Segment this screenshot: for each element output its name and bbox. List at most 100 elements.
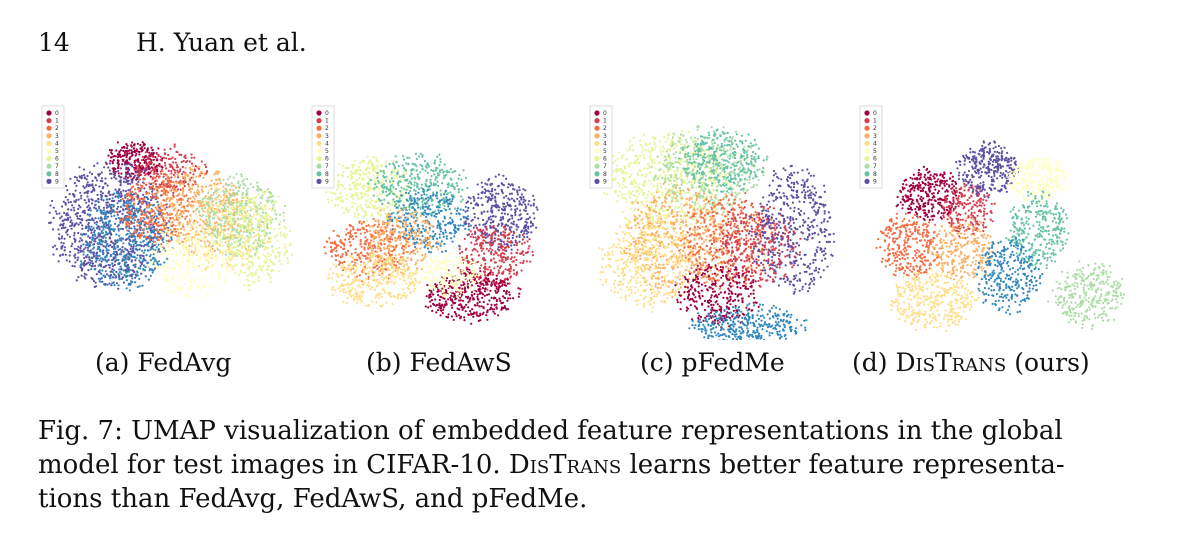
legend-marker-5 — [594, 148, 600, 154]
subcaption-d-suffix: (ours) — [1014, 348, 1090, 377]
scatter-points — [875, 140, 1125, 332]
legend-marker-8 — [594, 171, 600, 177]
legend-label-4: 4 — [325, 140, 329, 147]
legend-marker-4 — [864, 140, 870, 146]
legend-label-6: 6 — [55, 156, 59, 163]
legend-marker-7 — [864, 163, 870, 169]
legend-label-8: 8 — [873, 171, 877, 178]
legend-label-5: 5 — [603, 148, 607, 155]
legend-marker-9 — [316, 178, 322, 184]
scatter-points — [598, 124, 836, 340]
legend-label-7: 7 — [55, 163, 59, 170]
legend-box — [311, 105, 335, 189]
legend-marker-5 — [864, 148, 870, 154]
legend-label-7: 7 — [325, 163, 329, 170]
legend-marker-6 — [594, 156, 600, 162]
legend-label-1: 1 — [55, 118, 59, 125]
scatter-points — [48, 141, 293, 299]
legend-label-2: 2 — [55, 125, 59, 132]
legend-label-2: 2 — [325, 125, 329, 132]
subcaption-b-tag: (b) — [366, 348, 402, 377]
legend-label-8: 8 — [55, 171, 59, 178]
subcaption-c-tag: (c) — [640, 348, 674, 377]
legend-marker-3 — [594, 133, 600, 139]
legend-marker-6 — [316, 156, 322, 162]
legend-label-5: 5 — [325, 148, 329, 155]
legend-box — [859, 105, 883, 189]
subcaption-d: (d) DisTrans (ours) — [852, 348, 1090, 377]
legend-label-7: 7 — [873, 163, 877, 170]
subcaption-a-name: FedAvg — [137, 348, 232, 377]
legend-label-1: 1 — [325, 118, 329, 125]
figure-caption: Fig. 7: UMAP visualization of embedded f… — [38, 414, 1148, 516]
legend-label-8: 8 — [325, 171, 329, 178]
legend-marker-8 — [46, 171, 52, 177]
legend-marker-2 — [46, 125, 52, 131]
legend-marker-1 — [316, 118, 322, 124]
caption-line-1-text: UMAP visualization of embedded feature r… — [131, 416, 1063, 446]
legend-marker-2 — [316, 125, 322, 131]
legend-label-9: 9 — [873, 178, 877, 185]
legend-label-2: 2 — [603, 125, 607, 132]
legend-label-0: 0 — [325, 110, 329, 117]
subcaption-a: (a) FedAvg — [95, 348, 231, 377]
legend-marker-7 — [594, 163, 600, 169]
caption-label: Fig. 7: — [38, 416, 123, 446]
legend-marker-0 — [864, 110, 870, 116]
caption-method-name: DisTrans — [508, 450, 622, 480]
legend-marker-1 — [594, 118, 600, 124]
legend-marker-4 — [46, 140, 52, 146]
legend-marker-1 — [46, 118, 52, 124]
caption-line-3-text: tions than FedAvg, FedAwS, and pFedMe. — [38, 484, 588, 514]
legend-marker-5 — [46, 148, 52, 154]
subcaption-c-name: pFedMe — [681, 348, 785, 377]
legend-box — [41, 105, 65, 189]
legend-marker-2 — [864, 125, 870, 131]
legend-marker-6 — [864, 156, 870, 162]
legend-label-9: 9 — [325, 178, 329, 185]
legend-label-2: 2 — [873, 125, 877, 132]
legend-label-0: 0 — [873, 110, 877, 117]
legend-label-6: 6 — [873, 156, 877, 163]
legend-label-4: 4 — [873, 140, 877, 147]
caption-line-2-b: learns better feature representa- — [629, 450, 1065, 480]
legend-marker-0 — [46, 110, 52, 116]
legend-box — [589, 105, 613, 189]
legend-marker-7 — [46, 163, 52, 169]
legend-label-6: 6 — [603, 156, 607, 163]
page-number: 14 — [38, 28, 70, 57]
subcaption-b: (b) FedAwS — [366, 348, 512, 377]
legend-label-1: 1 — [603, 118, 607, 125]
subcaption-d-name: DisTrans — [895, 348, 1007, 377]
caption-line-1: Fig. 7: UMAP visualization of embedded f… — [38, 414, 1148, 448]
legend-label-1: 1 — [873, 118, 877, 125]
legend-marker-3 — [864, 133, 870, 139]
legend-label-5: 5 — [873, 148, 877, 155]
legend-label-9: 9 — [55, 178, 59, 185]
running-head: H. Yuan et al. — [136, 28, 307, 57]
legend-marker-0 — [594, 110, 600, 116]
caption-line-2-a: model for test images in CIFAR-10. — [38, 450, 501, 480]
legend-label-3: 3 — [603, 133, 607, 140]
legend-marker-9 — [864, 178, 870, 184]
caption-line-3: tions than FedAvg, FedAwS, and pFedMe. — [38, 482, 1148, 516]
legend-marker-9 — [46, 178, 52, 184]
scatter-points — [322, 152, 539, 325]
legend-label-6: 6 — [325, 156, 329, 163]
legend-label-0: 0 — [55, 110, 59, 117]
legend-label-4: 4 — [603, 140, 607, 147]
subcaption-a-tag: (a) — [95, 348, 130, 377]
legend-label-7: 7 — [603, 163, 607, 170]
legend-marker-8 — [864, 171, 870, 177]
legend-marker-3 — [46, 133, 52, 139]
legend-label-5: 5 — [55, 148, 59, 155]
